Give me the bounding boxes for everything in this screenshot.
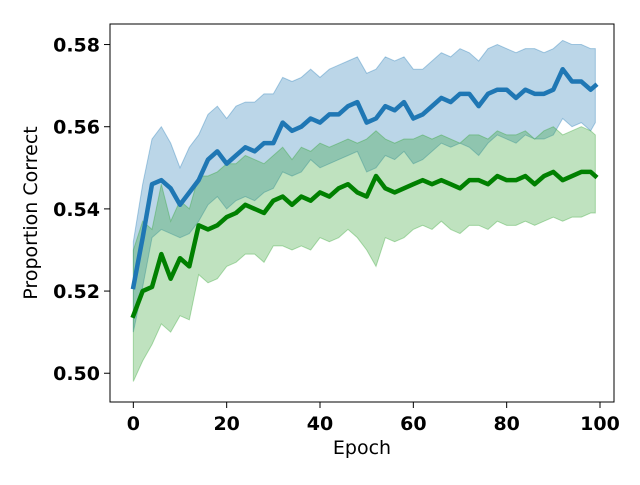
y-tick-label: 0.52 [53, 281, 100, 303]
y-axis-ticks: 0.50 0.52 0.54 0.56 0.58 [53, 35, 110, 385]
x-tick-label: 60 [400, 413, 426, 435]
confidence-bands [132, 39, 596, 382]
plot-frame [109, 23, 615, 403]
series-2-band [132, 126, 596, 382]
x-axis-label: Epoch [333, 437, 391, 459]
y-tick-label: 0.50 [53, 363, 100, 385]
x-tick-label: 100 [580, 413, 620, 435]
x-tick-label: 80 [493, 413, 519, 435]
x-axis-ticks: 0 20 40 60 80 100 [127, 402, 620, 435]
series-1-band [132, 39, 596, 333]
series-2-line [130, 169, 599, 319]
x-tick-label: 0 [127, 413, 140, 435]
series-lines [130, 66, 599, 319]
y-axis-label: Proportion Correct [20, 126, 42, 299]
y-tick-label: 0.56 [53, 117, 100, 139]
x-tick-label: 20 [213, 413, 239, 435]
y-tick-label: 0.54 [53, 199, 100, 221]
y-tick-label: 0.58 [53, 35, 100, 57]
x-tick-label: 40 [307, 413, 333, 435]
series-1-line [130, 66, 599, 290]
